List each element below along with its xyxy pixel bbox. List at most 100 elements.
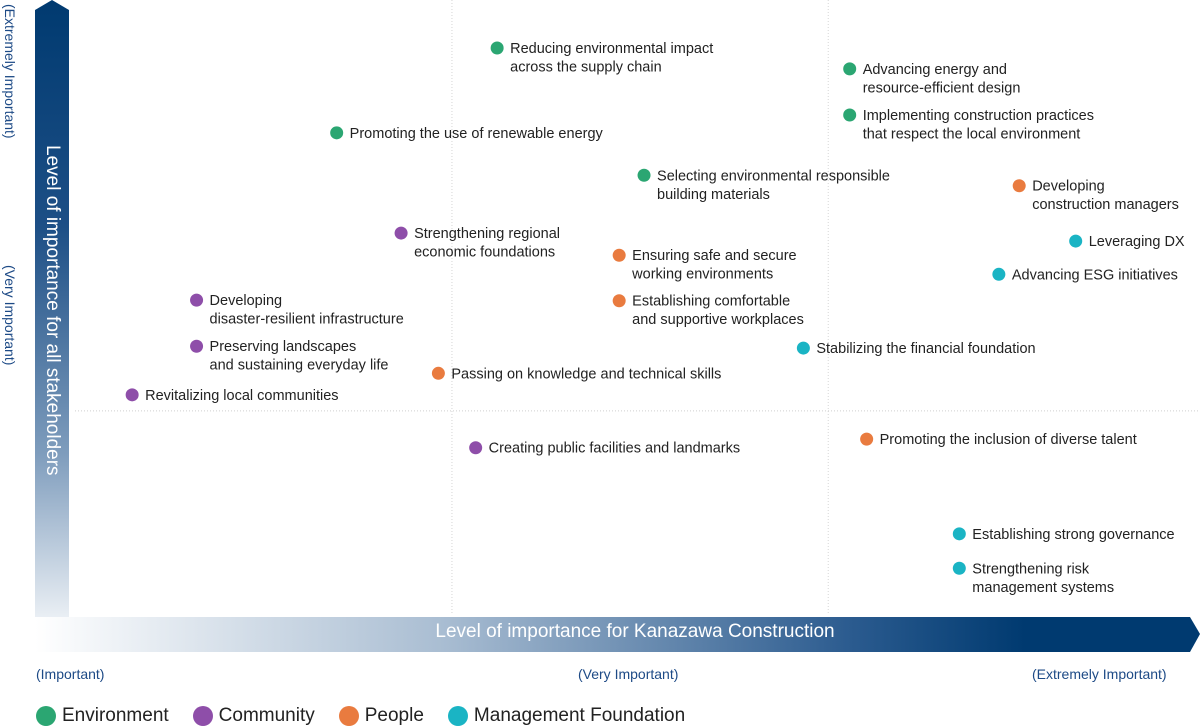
- point-label-line: building materials: [657, 187, 770, 203]
- point-label: Advancing ESG initiatives: [1012, 267, 1178, 283]
- point-label-line: Strengthening regional: [414, 226, 560, 242]
- point-label: Selecting environmental responsible build…: [657, 168, 890, 203]
- data-point: Developing construction managers: [1012, 179, 1179, 214]
- point-marker: [952, 527, 966, 541]
- point-label: Passing on knowledge and technical skill…: [451, 366, 721, 382]
- data-point: Revitalizing local communities: [125, 388, 339, 404]
- point-marker: [330, 126, 344, 140]
- point-label-line: Promoting the inclusion of diverse talen…: [880, 432, 1137, 448]
- legend: Environment Community People Management …: [36, 705, 685, 727]
- point-marker: [796, 341, 810, 355]
- point-label: Developing disaster-resilient infrastruct…: [210, 293, 404, 328]
- point-label-line: management systems: [972, 580, 1114, 596]
- data-point: Developing disaster-resilient infrastruct…: [190, 293, 404, 328]
- point-marker: [612, 294, 626, 308]
- data-point: Selecting environmental responsible build…: [637, 168, 890, 203]
- point-marker: [469, 441, 483, 455]
- point-label-line: Creating public facilities and landmarks: [489, 441, 740, 457]
- data-point: Creating public facilities and landmarks: [469, 441, 740, 457]
- legend-label: Environment: [62, 705, 169, 726]
- point-label: Strengthening regional economic foundatio…: [414, 226, 560, 261]
- point-marker: [843, 62, 857, 76]
- x-tick-extremely-important: (Extremely Important): [1032, 666, 1167, 682]
- data-point: Advancing ESG initiatives: [992, 267, 1178, 283]
- x-tick-important: (Important): [36, 666, 105, 682]
- legend-item-environment: Environment: [36, 705, 169, 727]
- legend-label: Management Foundation: [473, 705, 686, 726]
- legend-item-people: People: [338, 705, 424, 727]
- data-point: Leveraging DX: [1069, 234, 1185, 250]
- point-label-line: across the supply chain: [510, 59, 662, 75]
- x-axis-arrow: [35, 617, 1200, 652]
- legend-item-management-foundation: Management Foundation: [447, 705, 686, 727]
- point-label-line: Establishing strong governance: [972, 527, 1174, 543]
- point-marker: [431, 366, 445, 380]
- point-label-line: and supportive workplaces: [632, 312, 804, 328]
- x-tick-very-important: (Very Important): [578, 666, 679, 682]
- point-label-line: Reducing environmental impact: [510, 41, 713, 57]
- y-tick-extremely-important: (Extremely Important): [2, 4, 18, 139]
- environment-dot-icon: [36, 706, 56, 726]
- y-axis-arrow: [35, 0, 69, 650]
- point-label: Establishing strong governance: [972, 527, 1174, 543]
- data-point: Establishing comfortable and supportive w…: [612, 294, 804, 329]
- gridlines: [75, 0, 1200, 615]
- point-label-line: Revitalizing local communities: [145, 388, 338, 404]
- point-label-line: Promoting the use of renewable energy: [350, 126, 604, 142]
- point-marker: [394, 226, 408, 240]
- point-label-line: and sustaining everyday life: [210, 358, 389, 374]
- point-label-line: Selecting environmental responsible: [657, 168, 890, 184]
- data-point: Establishing strong governance: [952, 527, 1175, 543]
- point-label: Developing construction managers: [1032, 179, 1179, 214]
- point-label: Strengthening risk management systems: [972, 561, 1114, 596]
- point-label: Revitalizing local communities: [145, 388, 338, 404]
- point-marker: [860, 432, 874, 446]
- data-point: Promoting the inclusion of diverse talen…: [860, 432, 1137, 448]
- point-label-line: Leveraging DX: [1089, 234, 1185, 250]
- point-label: Promoting the use of renewable energy: [350, 126, 604, 142]
- point-label-line: Advancing energy and: [863, 62, 1007, 78]
- point-label: Ensuring safe and secure working environm…: [631, 248, 796, 283]
- people-dot-icon: [338, 706, 359, 726]
- point-label: Creating public facilities and landmarks: [489, 441, 740, 457]
- point-label: Reducing environmental impact across the …: [510, 41, 713, 76]
- point-label: Stabilizing the financial foundation: [816, 341, 1035, 357]
- x-axis-title: Level of importance for Kanazawa Constru…: [435, 621, 835, 642]
- data-point: Strengthening regional economic foundatio…: [394, 226, 560, 261]
- data-point: Strengthening risk management systems: [952, 561, 1114, 596]
- point-label-line: Passing on knowledge and technical skill…: [451, 366, 721, 382]
- y-tick-very-important: (Very Important): [2, 265, 18, 366]
- point-label-line: Advancing ESG initiatives: [1012, 267, 1178, 283]
- point-label: Establishing comfortable and supportive w…: [632, 294, 804, 329]
- point-label-line: Strengthening risk: [972, 561, 1090, 577]
- point-label-line: Developing: [1032, 179, 1105, 195]
- point-marker: [190, 339, 204, 353]
- point-marker: [1012, 179, 1026, 193]
- legend-item-community: Community: [192, 705, 315, 727]
- point-marker: [952, 561, 966, 575]
- point-marker: [637, 168, 651, 182]
- point-label-line: disaster-resilient infrastructure: [210, 312, 404, 328]
- point-label-line: Stabilizing the financial foundation: [816, 341, 1035, 357]
- point-marker: [1069, 234, 1083, 248]
- point-marker: [612, 248, 626, 262]
- data-point: Preserving landscapes and sustaining ever…: [190, 339, 389, 374]
- point-label: Implementing construction practices that …: [863, 108, 1094, 143]
- point-label-line: working environments: [631, 267, 773, 283]
- point-marker: [190, 293, 204, 307]
- point-label-line: resource-efficient design: [863, 80, 1021, 96]
- point-label: Advancing energy and resource-efficient d…: [863, 62, 1021, 97]
- data-point: Stabilizing the financial foundation: [796, 341, 1036, 357]
- legend-label: People: [364, 705, 424, 726]
- point-label-line: construction managers: [1032, 197, 1179, 213]
- point-label-line: that respect the local environment: [863, 127, 1081, 143]
- management-foundation-dot-icon: [447, 706, 468, 726]
- data-point: Promoting the use of renewable energy: [330, 126, 604, 142]
- point-label: Leveraging DX: [1089, 234, 1185, 250]
- point-marker: [490, 41, 504, 55]
- data-point: Ensuring safe and secure working environm…: [612, 248, 797, 283]
- y-axis-title: Level of importance for all stakeholders: [42, 145, 63, 476]
- legend-label: Community: [218, 705, 315, 726]
- point-label: Preserving landscapes and sustaining ever…: [210, 339, 389, 374]
